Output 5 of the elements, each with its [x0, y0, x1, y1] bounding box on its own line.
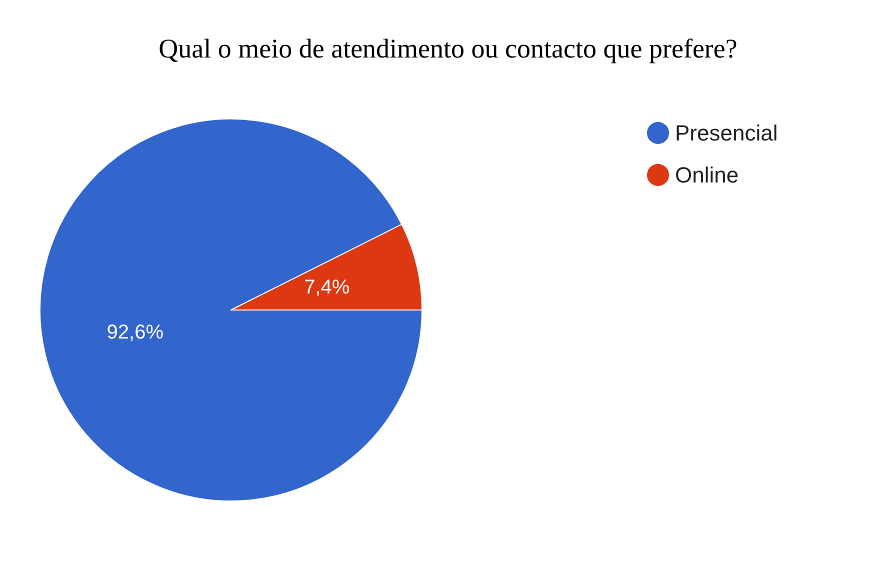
- legend-label: Presencial: [675, 120, 778, 146]
- data-label: 7,4%: [304, 276, 350, 298]
- legend-label: Online: [675, 162, 739, 188]
- chart-title: Qual o meio de atendimento ou contacto que prefere?: [158, 34, 738, 64]
- data-label: 92,6%: [106, 322, 164, 344]
